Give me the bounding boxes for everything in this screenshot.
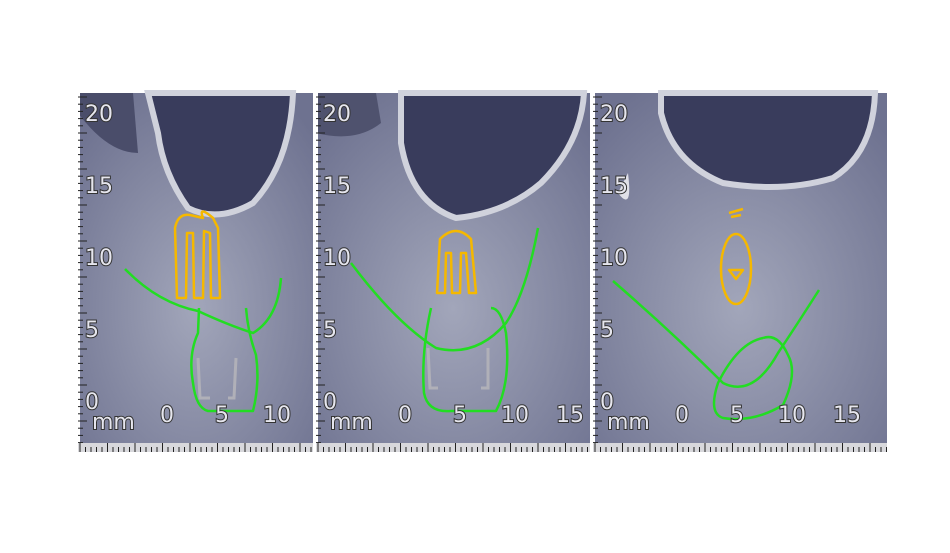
implant-outline [719, 232, 753, 306]
x-axis-label: 10 [778, 403, 806, 428]
x-axis-label: 5 [730, 403, 744, 428]
bone-contour [612, 280, 821, 388]
unit-label: mm [330, 410, 373, 435]
x-axis-label: 0 [160, 403, 174, 428]
implant-bracket [426, 347, 490, 390]
y-axis-label: 10 [85, 246, 113, 271]
ruler-strip [316, 443, 590, 452]
x-axis-label: 15 [833, 403, 861, 428]
y-axis-label: 20 [600, 102, 628, 127]
sinus [398, 90, 588, 222]
y-axis-label: 20 [85, 102, 113, 127]
y-axis-label: 0 [85, 390, 99, 415]
bone-contour [124, 268, 283, 335]
implant-mark [728, 207, 744, 219]
y-axis-label: 10 [600, 246, 628, 271]
y-axis-label: 15 [85, 174, 113, 199]
y-axis-label: 15 [323, 174, 351, 199]
x-axis-label: 15 [556, 403, 584, 428]
y-axis-label: 5 [85, 318, 99, 343]
x-axis-label: 0 [398, 403, 412, 428]
tooth-contour [422, 306, 509, 413]
y-axis-label: 0 [600, 390, 614, 415]
y-axis-label: 5 [600, 318, 614, 343]
implant-core [727, 268, 745, 281]
y-axis-label: 5 [323, 318, 337, 343]
x-axis-label: 10 [501, 403, 529, 428]
unit-label: mm [92, 410, 135, 435]
ruler-strip [593, 443, 887, 452]
x-axis-label: 0 [675, 403, 689, 428]
y-axis-label: 0 [323, 390, 337, 415]
bone-contour [350, 227, 540, 352]
sinus [144, 90, 297, 218]
tooth-contour [712, 335, 794, 421]
y-axis-label: 20 [323, 102, 351, 127]
bright-spot [618, 173, 630, 200]
y-axis-label: 10 [323, 246, 351, 271]
implant-outline [435, 229, 478, 295]
implant-bracket [196, 357, 238, 400]
dark-region [316, 93, 381, 137]
x-axis-label: 5 [215, 403, 229, 428]
implant-outline [173, 210, 222, 300]
unit-label: mm [607, 410, 650, 435]
x-axis-label: 5 [453, 403, 467, 428]
y-axis-label: 15 [600, 174, 628, 199]
dark-region [78, 93, 138, 153]
tooth-contour [190, 307, 259, 413]
sinus [658, 90, 879, 190]
x-axis-label: 10 [263, 403, 291, 428]
